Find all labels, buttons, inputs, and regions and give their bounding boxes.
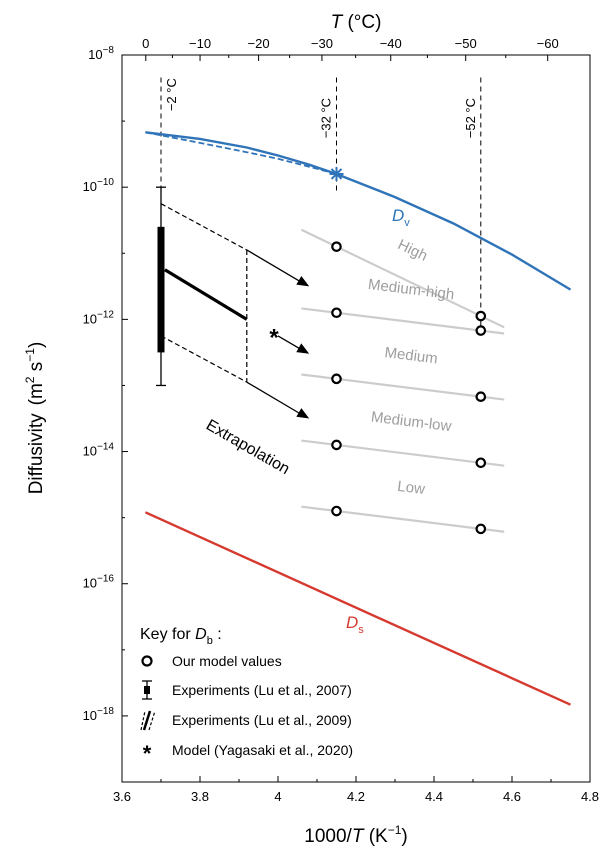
- x-tick-label: 4.2: [347, 789, 365, 804]
- model-point-32c: [331, 505, 342, 517]
- x-tick-label: 4: [274, 789, 281, 804]
- legend-title: Key for Db :: [140, 626, 222, 647]
- lu2009-solid-line: [164, 268, 248, 321]
- db-level-label: Medium: [384, 344, 439, 367]
- top-tick-label: −40: [380, 36, 402, 51]
- model-point-52c: [475, 523, 487, 535]
- legend-entry-lu-2009: Experiments (Lu et al., 2009): [172, 712, 352, 728]
- plot-frame: [121, 54, 591, 783]
- model-point-52c: [475, 310, 487, 322]
- y-tick-label: 10−12: [83, 309, 115, 326]
- model-point-32c: [331, 373, 342, 385]
- db-level-label: Medium-high: [367, 276, 455, 303]
- y-tick-label: 10−10: [83, 177, 115, 194]
- legend: Key for Db : Our model values Experiment…: [140, 626, 353, 766]
- x-tick-label: 4.4: [425, 789, 443, 804]
- top-tick-label: −10: [189, 36, 211, 51]
- x-tick-label: 4.6: [503, 789, 521, 804]
- db-level-label: Low: [396, 478, 426, 498]
- top-tick-label: −60: [537, 36, 559, 51]
- y-tick-label: 10−16: [83, 574, 115, 591]
- top-tick-label: 0: [142, 36, 149, 51]
- yagasaki-asterisk: *: [269, 325, 279, 352]
- x-axis-title: 1000/T (K−1): [304, 823, 407, 847]
- dv-solid-line: [145, 131, 572, 291]
- model-point-32c: [331, 241, 342, 252]
- y-tick-label: 10−14: [83, 442, 115, 459]
- legend-asterisk-icon: *: [143, 741, 152, 766]
- axis-ticks: 3.6 3.8 4 4.2 4.4 4.6 4.8 0 −10 −20 −30 −40 −50 −60 10…: [83, 36, 599, 804]
- top-axis-title: T (°C): [331, 12, 382, 33]
- extrapolation-arrow-head: [296, 343, 310, 354]
- x-tick-label: 4.8: [581, 789, 599, 804]
- legend-dashed-bar-icon: [140, 710, 156, 731]
- dv-dashed-line: [145, 131, 337, 175]
- lu2009-lower-dashed: [160, 335, 248, 383]
- extrapolation-label: Extrapolation: [203, 417, 292, 478]
- temperature-label: −52 °C: [463, 98, 478, 138]
- top-tick-label: −30: [311, 36, 333, 51]
- temperature-label: −2 °C: [164, 78, 179, 111]
- model-points: [331, 241, 487, 535]
- model-point-52c: [475, 325, 487, 336]
- temperature-markers: −2 °C −32 °C −52 °C: [160, 77, 482, 330]
- y-axis-title: Diffusivity(m2 s−1): [23, 342, 47, 495]
- x-tick-label: 3.6: [113, 789, 131, 804]
- model-point-32c: [331, 307, 342, 319]
- extrapolation-arrow-shaft: [246, 381, 304, 417]
- dv-star-marker: [329, 166, 344, 181]
- experiment-marks: *: [156, 186, 310, 419]
- y-tick-label: 10−18: [83, 706, 115, 723]
- top-tick-label: −50: [455, 36, 477, 51]
- model-point-52c: [475, 391, 487, 402]
- legend-errorbar-icon: [142, 680, 152, 700]
- extrapolation-arrow-shaft: [246, 249, 304, 284]
- lu2009-upper-dashed: [160, 203, 248, 251]
- legend-circle-icon: [141, 655, 153, 667]
- legend-entry-lu-2007: Experiments (Lu et al., 2007): [172, 682, 352, 698]
- ds-line: [144, 511, 571, 706]
- db-level-label: High: [395, 236, 430, 265]
- db-level-label: Medium-low: [370, 409, 452, 436]
- temperature-label: −32 °C: [319, 98, 334, 138]
- model-point-32c: [331, 439, 342, 451]
- y-tick-label: 10−8: [88, 45, 114, 62]
- x-tick-label: 3.8: [191, 789, 209, 804]
- legend-entry-model-values: Our model values: [172, 653, 282, 669]
- series-lines: [144, 131, 572, 706]
- dv-star-stroke: [330, 168, 343, 180]
- dv-series-label: Dv: [392, 206, 410, 229]
- model-point-52c: [475, 457, 487, 469]
- extrapolation-arrow-head: [296, 408, 310, 419]
- top-tick-label: −20: [248, 36, 270, 51]
- lu2007-bar: [157, 226, 165, 353]
- ds-series-label: Ds: [346, 613, 364, 636]
- legend-entry-yagasaki-2020: Model (Yagasaki et al., 2020): [172, 742, 353, 758]
- extrapolation-arrow-head: [296, 275, 310, 287]
